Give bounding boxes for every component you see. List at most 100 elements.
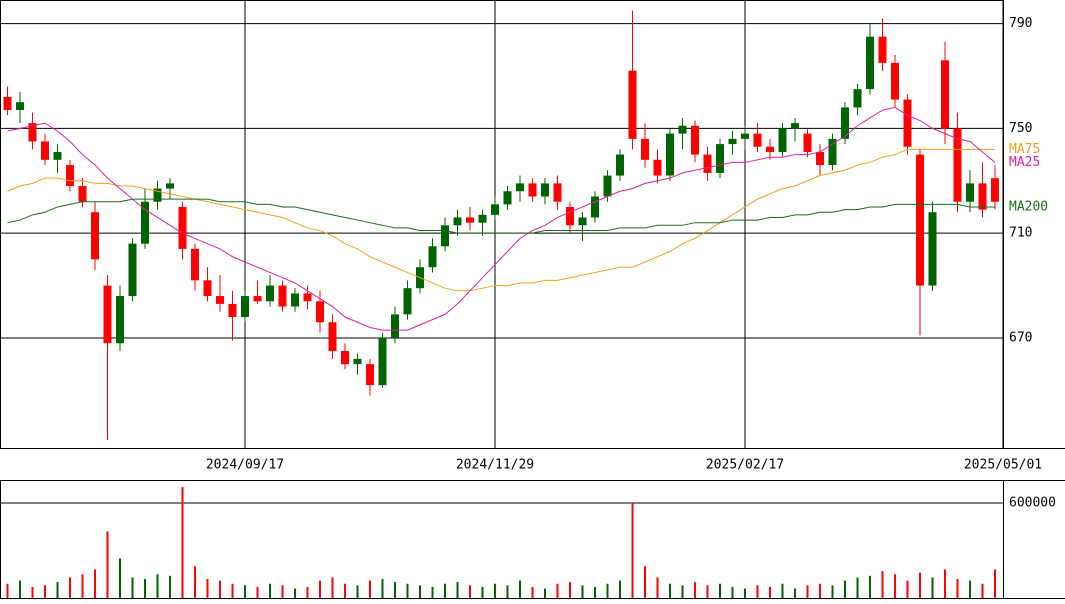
candle-body [241,296,249,318]
volume-bar [69,577,71,598]
volume-bar [994,569,996,598]
volume-bar [6,583,9,598]
volume-bar [94,569,96,598]
volume-bar [719,583,721,598]
legend-label: MA75 [1009,142,1040,157]
candle-body [191,248,199,281]
volume-bar [219,580,221,598]
volume-bar [669,583,671,598]
candle-body [916,154,924,286]
candle-body [603,175,612,197]
candle-body [341,351,349,365]
volume-bar [781,583,784,598]
volume-bar [544,588,546,598]
candle-body [378,337,387,386]
volume-bar [281,585,284,598]
volume-bar [406,583,409,598]
ma-line [7,198,995,234]
candle-body [391,314,399,338]
volume-bar [256,586,259,598]
volume-bar [906,580,909,598]
volume-bar [794,588,796,598]
candle-body [103,285,112,344]
candle-body [841,107,849,139]
volume-bar [144,578,146,598]
candle-body [316,301,324,323]
volume-bar [981,583,984,598]
candle-body [516,183,524,192]
candle-body [566,206,574,226]
volume-bar [656,577,659,598]
candle-body [803,133,812,152]
candle-body [853,89,862,108]
candle-body [778,128,787,152]
candle-body [203,280,212,297]
candle-body [128,243,137,297]
volume-bar [494,583,496,598]
candle-body [216,296,224,304]
volume-bar [469,585,471,598]
volume-bar [681,585,684,598]
candle-body [903,99,912,147]
volume-bar [56,582,59,598]
candle-body [266,285,274,302]
volume-bar [344,583,346,598]
volume-frame [0,480,1004,599]
volume-bar [444,583,446,598]
volume-bar [44,585,46,598]
candle-body [403,288,412,315]
ma-line [7,148,995,292]
volume-bar [569,582,571,598]
volume-bar [119,558,121,598]
candle-body [616,154,624,176]
volume-bar [19,580,21,598]
volume-bar [869,575,871,598]
volume-bar [556,583,559,598]
volume-bar [206,578,209,598]
x-tick-label: 2024/11/29 [456,458,534,473]
candle-body [691,125,699,155]
candle-body [153,188,162,202]
candle-body [491,204,499,215]
volume-bar [319,580,321,598]
candle-body [828,138,837,166]
candle-body [878,36,887,63]
y-tick-label: 600000 [1009,495,1056,510]
candle-body [666,133,674,176]
candle-body [891,62,899,100]
volume-bar [956,578,959,598]
candle-body [591,196,599,218]
candle-body [928,212,937,286]
candle-body [228,303,237,318]
candle-body [628,70,637,139]
y-tick-label: 790 [1009,16,1032,31]
candle-body [428,246,437,268]
candle-body [753,133,762,147]
candle-body [53,151,62,160]
volume-bar [531,586,534,598]
candle-body [766,146,774,152]
candle-body [553,183,562,202]
volume-bar [194,566,196,598]
volume-bar [369,580,371,598]
volume-bar [706,585,709,598]
candle-body [291,293,299,307]
volume-bar [244,585,246,598]
candle-body [578,217,587,226]
volume-bar [831,585,834,598]
volume-bar [131,577,134,598]
candle-body [716,144,724,173]
candle-body [178,206,187,249]
volume-bar [181,487,184,598]
candle-body [641,138,649,160]
candle-body [953,128,962,202]
volume-bar [356,585,359,598]
volume-bar [419,585,421,598]
x-tick-label: 2024/09/17 [206,458,284,473]
candle-body [466,217,474,223]
volume-bar [606,583,609,598]
candle-body [66,165,74,187]
price-frame [0,0,1004,449]
x-tick-label: 2025/02/17 [706,458,784,473]
